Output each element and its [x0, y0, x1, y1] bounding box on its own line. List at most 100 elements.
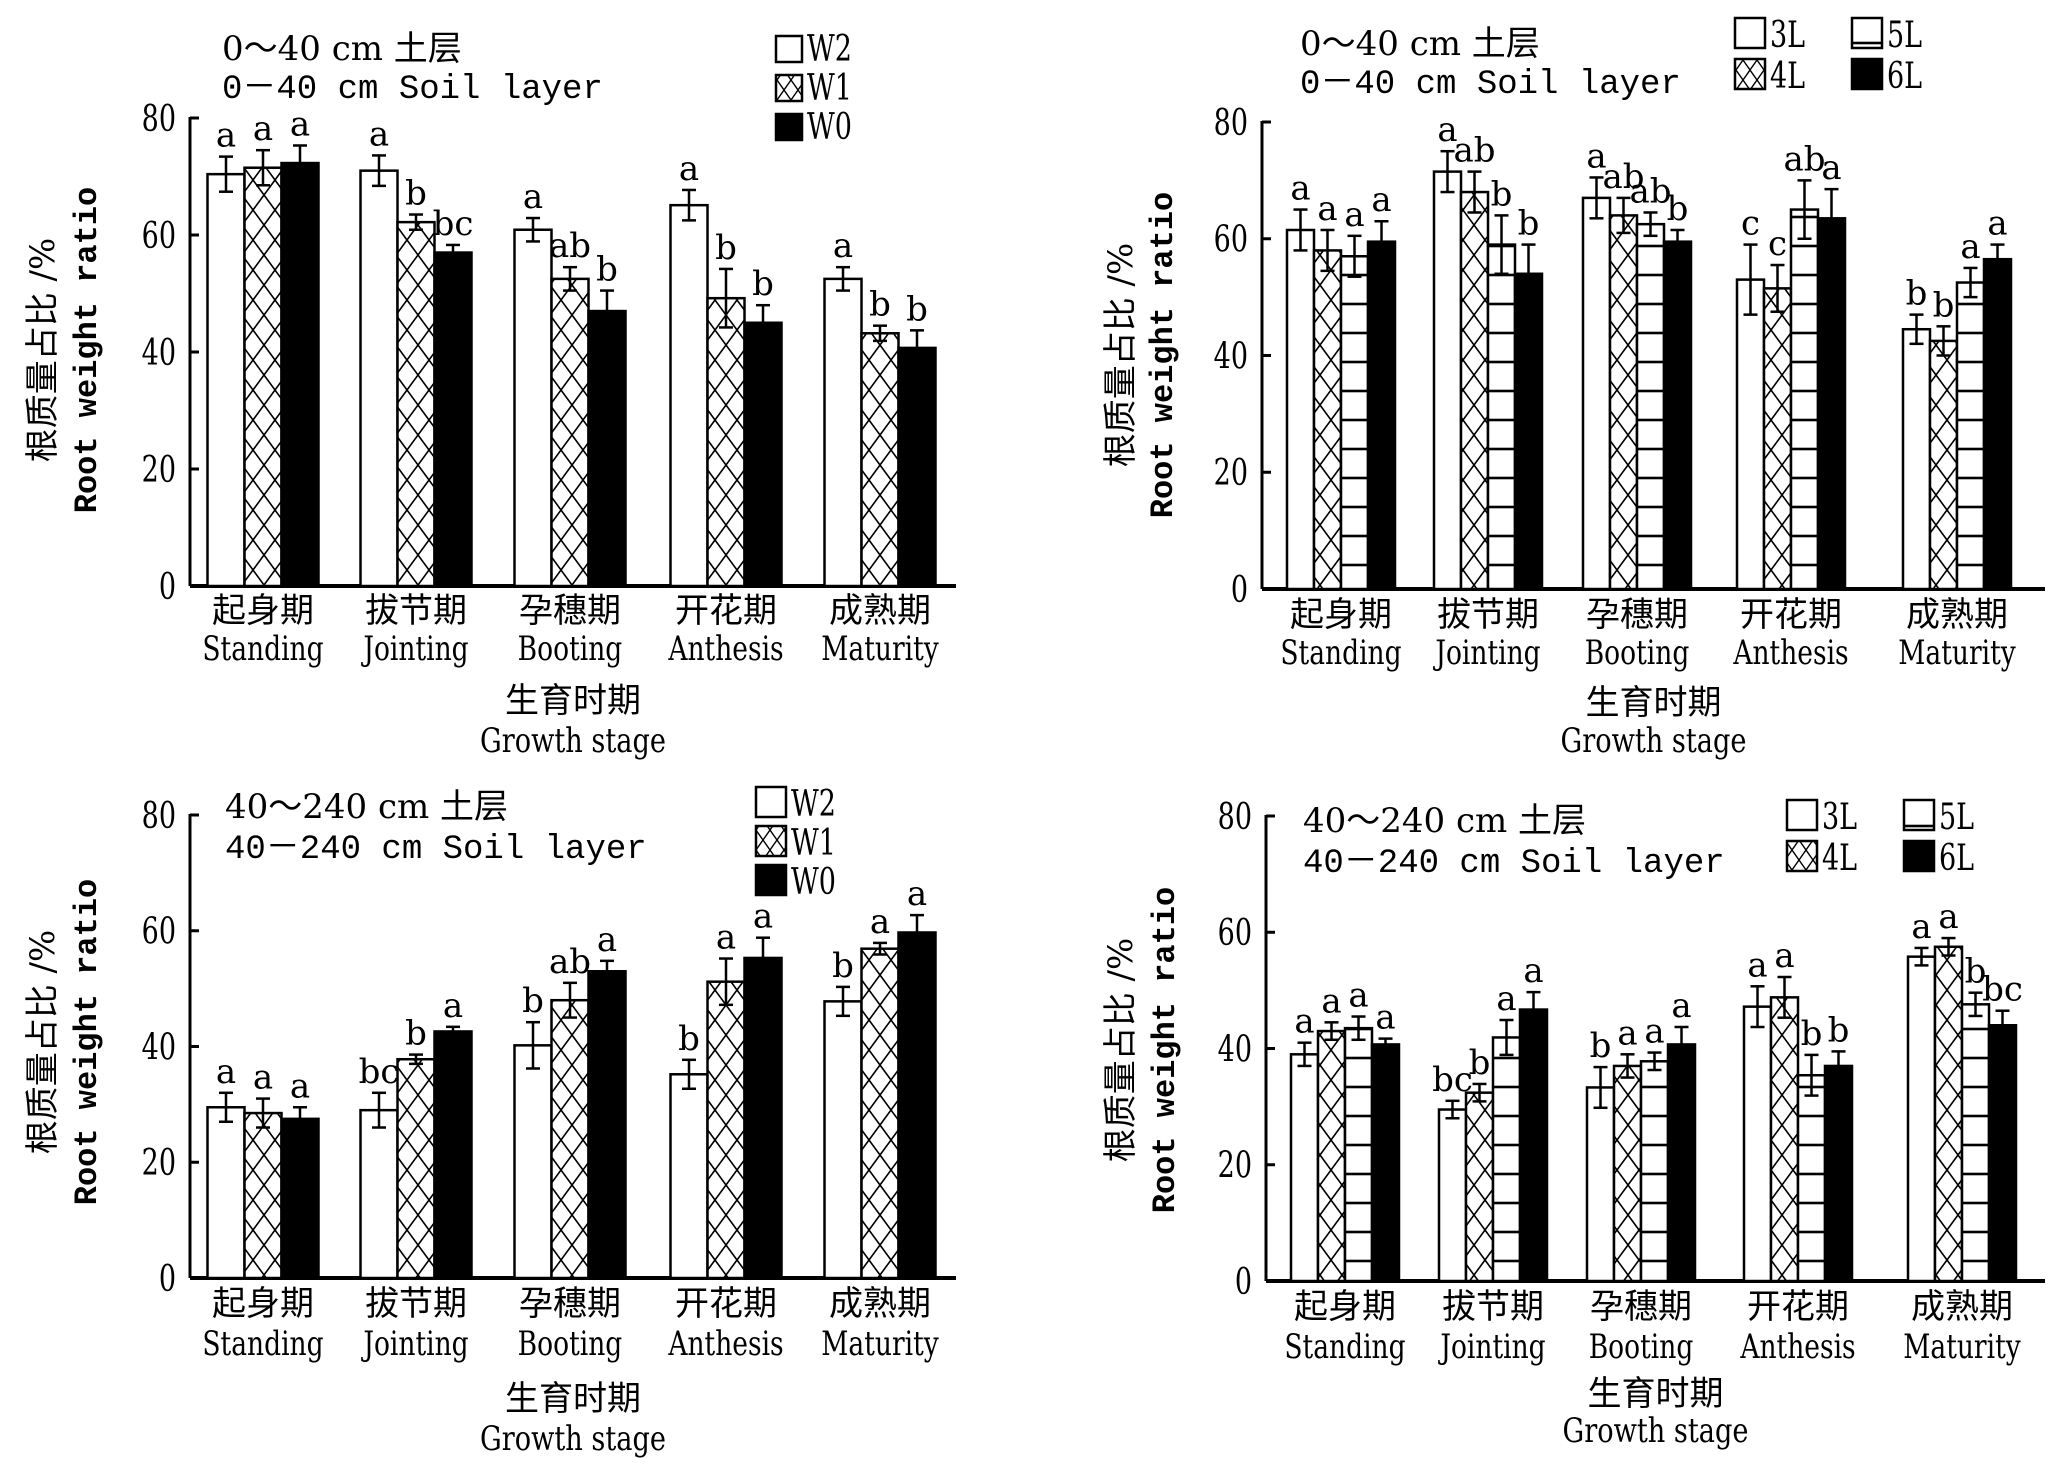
significance-letter: ab	[1602, 157, 1644, 197]
error-bar	[256, 148, 270, 187]
bar-W1-maturity	[860, 947, 900, 1280]
legend-swatch-solid	[754, 863, 788, 897]
bar-5L-anthesis	[1789, 208, 1820, 591]
error-bar	[1593, 1065, 1608, 1110]
x-tick-label-cn: 成熟期	[1911, 1287, 2013, 1327]
bar-W2-jointing	[359, 169, 399, 588]
error-bar	[446, 1025, 460, 1038]
error-bar	[873, 941, 887, 956]
x-tick-label-en: Anthesis	[667, 1325, 783, 1364]
x-tick-label-en: Booting	[518, 630, 623, 669]
significance-letter: a	[833, 226, 853, 266]
bar-W1-anthesis	[706, 980, 746, 1280]
significance-letter: b	[1801, 1014, 1823, 1054]
x-tick-label-en: Maturity	[821, 1325, 939, 1364]
bar-W0-booting	[587, 970, 627, 1280]
bar-4L-maturity	[1928, 339, 1959, 591]
legend-label: W2	[791, 782, 836, 825]
significance-letter: b	[869, 285, 891, 325]
error-bar	[1616, 196, 1631, 235]
x-tick-label-en: Standing	[202, 1325, 323, 1364]
significance-letter: b	[1933, 285, 1955, 325]
x-tick-label-en: Anthesis	[667, 630, 783, 669]
bar-6L-jointing	[1518, 1008, 1549, 1283]
y-tick-label: 80	[142, 97, 176, 140]
x-tick-label-en: Booting	[1589, 1328, 1694, 1367]
error-bar	[600, 289, 614, 333]
significance-letter: b	[1590, 1026, 1612, 1066]
y-tick-label: 80	[1214, 101, 1248, 144]
bar-W1-maturity	[860, 332, 900, 588]
significance-letter: a	[443, 986, 463, 1026]
x-tick-label-en: Standing	[1280, 634, 1401, 673]
y-tick-label: 80	[142, 794, 176, 837]
x-tick-label-en: Maturity	[1903, 1328, 2021, 1367]
bar-6L-jointing	[1513, 272, 1544, 591]
error-bar	[219, 155, 233, 193]
x-tick-label-cn: 开花期	[1740, 595, 1842, 635]
bar-W1-jointing	[396, 1057, 436, 1280]
error-bar	[372, 154, 386, 188]
bar-3L-anthesis	[1742, 1005, 1773, 1283]
x-tick-label-cn: 成熟期	[1906, 595, 2008, 635]
panel-title-en: 0－40 cm Soil layer	[222, 71, 603, 109]
bar-4L-jointing	[1464, 1091, 1495, 1283]
significance-letter: a	[1747, 945, 1767, 985]
bar-W2-maturity	[823, 1000, 863, 1280]
bar-5L-jointing	[1491, 1036, 1522, 1283]
error-bar	[719, 957, 733, 1007]
significance-letter: ab	[1453, 131, 1495, 171]
y-tick-label: 40	[1214, 335, 1248, 378]
significance-letter: b	[405, 174, 427, 214]
significance-letter: b	[1491, 174, 1513, 214]
legend-swatch-solid	[1850, 57, 1884, 91]
legend-swatch-horizontal-lines	[1902, 798, 1936, 832]
bar-W0-booting	[587, 309, 627, 588]
y-tick-label: 0	[1231, 568, 1248, 611]
y-tick-label: 60	[1218, 911, 1252, 954]
significance-letter: ab	[1629, 171, 1671, 211]
significance-letter: a	[1938, 897, 1958, 937]
bar-5L-standing	[1339, 255, 1370, 591]
significance-letter: a	[870, 902, 890, 942]
significance-letter: ab	[549, 226, 591, 266]
significance-letter: c	[1768, 224, 1787, 264]
significance-letter: a	[1290, 169, 1310, 209]
bar-5L-anthesis	[1796, 1073, 1827, 1283]
panel-title-cn: 0～40 cm 土层	[1300, 24, 1540, 64]
error-bar	[1941, 936, 1956, 957]
y-axis-title-cn: 根质量占比 /%	[1101, 243, 1141, 468]
significance-letter: b	[752, 264, 774, 304]
error-bar	[1620, 1053, 1635, 1079]
bar-W2-booting	[513, 1044, 553, 1280]
legend-item-3L: 3L	[1733, 13, 1805, 56]
bar-4L-standing	[1312, 249, 1343, 591]
bar-6L-anthesis	[1816, 217, 1847, 591]
x-tick-label-cn: 起身期	[1290, 595, 1392, 635]
bar-5L-booting	[1635, 222, 1666, 591]
significance-letter: a	[679, 149, 699, 189]
significance-letter: bc	[1982, 970, 2023, 1010]
error-bar	[1472, 1082, 1487, 1103]
bar-W1-anthesis	[706, 296, 746, 588]
x-tick-label-en: Jointing	[1433, 634, 1541, 673]
error-bar	[1445, 1099, 1460, 1120]
error-bar	[756, 936, 770, 980]
error-bar	[1320, 228, 1335, 273]
bar-5L-maturity	[1960, 1003, 1991, 1283]
error-bar	[1293, 208, 1308, 252]
x-axis-title-en: Growth stage	[480, 721, 666, 761]
significance-letter: a	[1774, 936, 1794, 976]
legend-swatch-solid	[1902, 839, 1936, 873]
significance-letter: b	[678, 1019, 700, 1059]
bar-5L-standing	[1343, 1026, 1374, 1283]
significance-letter: a	[907, 874, 927, 914]
x-tick-label-en: Booting	[518, 1325, 623, 1364]
y-tick-label: 80	[1218, 795, 1252, 838]
bar-3L-jointing	[1437, 1108, 1468, 1283]
significance-letter: a	[290, 104, 310, 144]
error-bar	[1647, 1051, 1662, 1072]
x-axis-title-en: Growth stage	[480, 1419, 666, 1459]
